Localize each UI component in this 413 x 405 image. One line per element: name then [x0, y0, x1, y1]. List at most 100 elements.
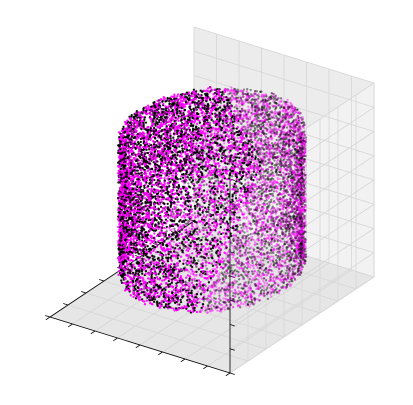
scatter-point	[227, 285, 230, 288]
scatter-point	[255, 260, 258, 264]
scatter-point	[293, 223, 297, 227]
scatter-point	[284, 206, 288, 210]
scatter-point	[297, 242, 300, 245]
scatter-point	[259, 248, 262, 251]
scatter-point	[292, 142, 295, 145]
scatter-point	[294, 218, 298, 222]
scatter-point	[255, 227, 258, 230]
scatter-point	[281, 247, 285, 251]
scatter-point	[303, 248, 307, 251]
scatter-point	[299, 237, 303, 240]
scatter-point	[290, 263, 293, 266]
scatter-point	[265, 225, 268, 229]
scatter-point	[218, 204, 221, 207]
scatter-point	[293, 210, 296, 214]
scatter-point	[279, 248, 282, 251]
scatter-point	[257, 261, 261, 264]
scatter-point	[273, 228, 277, 231]
scatter-point	[257, 219, 260, 222]
y-tick	[68, 323, 73, 328]
scatter-point	[299, 240, 302, 243]
scatter-point	[262, 259, 265, 262]
scatter-point	[242, 285, 245, 288]
scatter-point	[300, 242, 304, 245]
scatter-point	[254, 243, 257, 246]
scatter-point	[298, 229, 301, 232]
scatter-point	[292, 232, 296, 236]
scatter-point	[244, 237, 248, 240]
scatter-point	[262, 225, 265, 228]
scatter-point	[268, 202, 271, 205]
scatter-point	[302, 231, 305, 234]
scatter-point	[300, 240, 304, 243]
scatter-point	[241, 93, 244, 96]
scatter-point	[303, 247, 306, 250]
scatter-point	[301, 239, 304, 242]
scatter-point	[255, 238, 259, 241]
scatter-point	[298, 272, 301, 275]
scatter-point	[299, 262, 302, 265]
scatter-point	[268, 238, 271, 242]
scatter-point	[276, 283, 279, 286]
scatter-point	[287, 271, 291, 274]
scatter-point	[288, 280, 291, 284]
scatter-point	[200, 180, 203, 184]
scatter-point	[243, 231, 246, 234]
scatter-point	[283, 223, 286, 227]
scatter-point	[273, 133, 277, 136]
scatter-point	[301, 116, 304, 119]
scatter-point	[296, 233, 300, 236]
scatter-point	[253, 255, 256, 258]
scatter-point	[301, 182, 305, 185]
scatter-point	[195, 265, 198, 269]
scatter-point	[269, 273, 273, 276]
scatter-point	[282, 131, 286, 134]
scatter-point	[243, 227, 246, 230]
scatter-point	[270, 284, 273, 287]
scatter-point	[259, 266, 262, 269]
scatter-point	[298, 238, 301, 241]
scatter-point	[251, 290, 254, 293]
scatter-point	[253, 219, 256, 223]
scatter-point	[271, 223, 274, 226]
scatter-point	[234, 194, 238, 197]
scatter-point	[287, 263, 291, 267]
scatter-point	[279, 97, 283, 100]
scatter-point	[264, 240, 268, 243]
scatter-point	[258, 294, 261, 297]
scatter-point	[292, 241, 295, 244]
scatter-point	[271, 259, 275, 263]
scatter-point	[278, 202, 281, 205]
scatter-point	[292, 259, 296, 263]
scatter-point	[288, 233, 291, 236]
scatter-point	[261, 243, 264, 247]
grid-line-z-side	[229, 179, 375, 277]
scatter-point	[278, 273, 281, 277]
scatter-point	[294, 222, 297, 225]
scatter-point	[294, 236, 298, 240]
scatter-point	[278, 138, 281, 141]
scatter-point	[270, 198, 273, 201]
scatter-point	[289, 113, 293, 116]
scatter-point	[287, 144, 291, 148]
scatter-point	[244, 301, 247, 304]
scatter-point	[231, 256, 235, 259]
scatter-point	[269, 200, 273, 204]
scatter-point	[302, 248, 305, 252]
scatter-point	[284, 264, 287, 267]
scatter-point	[284, 220, 288, 224]
scatter-point	[300, 118, 303, 121]
scatter-point	[257, 204, 260, 207]
scatter-point	[289, 188, 292, 191]
scatter-point	[294, 250, 298, 254]
scatter-point	[270, 189, 273, 192]
scatter-point	[298, 112, 301, 116]
scatter-point	[257, 215, 260, 218]
scatter-point	[295, 251, 298, 255]
scatter-point	[297, 273, 300, 276]
scatter-point	[248, 256, 252, 259]
scatter-point	[292, 270, 295, 274]
scatter-point	[286, 119, 290, 122]
scatter-point	[284, 230, 287, 233]
scatter-point	[247, 237, 250, 240]
